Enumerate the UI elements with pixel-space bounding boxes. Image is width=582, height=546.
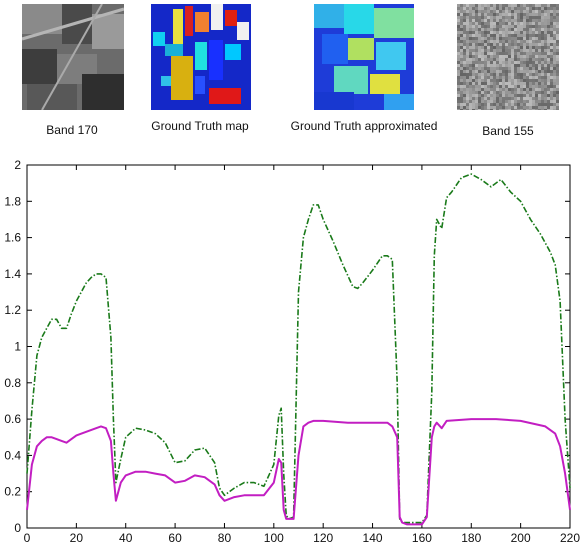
- x-tick-label: 220: [560, 531, 580, 545]
- y-tick-label: 2: [14, 158, 21, 172]
- ground-truth-approximated-caption: Ground Truth approximated: [290, 119, 438, 133]
- ground-truth-map-image: [151, 4, 251, 110]
- y-tick-label: 1.6: [4, 231, 21, 245]
- chart-axes: [26, 164, 571, 529]
- x-tick-label: 200: [511, 531, 531, 545]
- y-tick-label: 1.8: [4, 194, 21, 208]
- x-tick-label: 120: [313, 531, 333, 545]
- x-tick-label: 140: [363, 531, 383, 545]
- x-tick-label: 80: [218, 531, 232, 545]
- band-155-image: [457, 4, 559, 110]
- x-tick-label: 0: [24, 531, 31, 545]
- y-tick-label: 0: [14, 521, 21, 535]
- y-tick-label: 0.6: [4, 412, 21, 426]
- y-tick-label: 1.4: [4, 267, 21, 281]
- band-155-caption: Band 155: [482, 124, 534, 138]
- x-tick-label: 40: [119, 531, 133, 545]
- y-tick-label: 0.4: [4, 448, 21, 462]
- ground-truth-approximated-image: [314, 4, 414, 110]
- x-tick-label: 180: [461, 531, 481, 545]
- x-tick-label: 20: [70, 531, 84, 545]
- plot-frame: [26, 164, 571, 529]
- x-tick-label: 100: [264, 531, 284, 545]
- x-tick-label: 60: [168, 531, 182, 545]
- x-tick-label: 160: [412, 531, 432, 545]
- y-tick-label: 1: [14, 340, 21, 354]
- series-line-magenta: [26, 418, 571, 526]
- band-170-image: [22, 4, 124, 110]
- y-tick-label: 1.2: [4, 303, 21, 317]
- chart-tick-labels: 0 20 40 60 80 100 120 140 160 180 200 220 0 0.2 0.4 0.6…: [4, 158, 580, 545]
- y-tick-label: 0.2: [4, 485, 21, 499]
- series-line-green: [26, 173, 571, 524]
- chart-series: [26, 173, 571, 526]
- spectral-line-chart: 0 20 40 60 80 100 120 140 160 180 200 220 0 0.2 0.4 0.6…: [4, 158, 580, 545]
- ground-truth-map-caption: Ground Truth map: [151, 119, 249, 133]
- band-170-caption: Band 170: [46, 123, 98, 137]
- y-tick-label: 0.8: [4, 376, 21, 390]
